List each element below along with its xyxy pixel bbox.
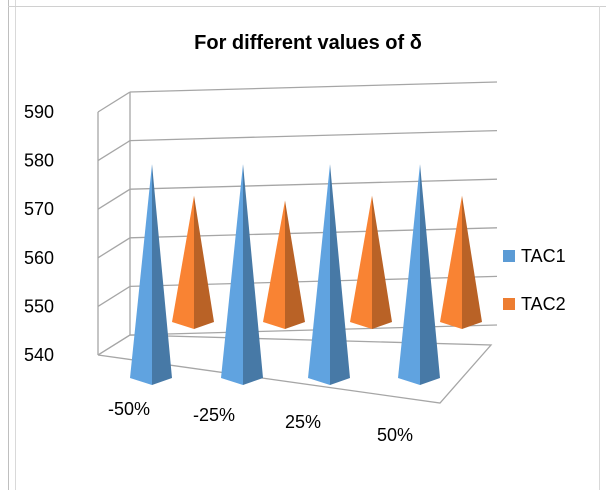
gridline xyxy=(129,129,498,142)
pyramid-tac2-face-left xyxy=(350,195,372,329)
legend-item-tac1: TAC1 xyxy=(503,245,566,267)
pyramid-tac1-face-left xyxy=(308,164,330,385)
gridline xyxy=(129,227,498,239)
x-tick-label: -25% xyxy=(193,405,235,425)
legend-swatch-tac2 xyxy=(503,298,515,310)
pyramid-tac1-face-right xyxy=(152,164,172,385)
pyramid-tac2-face-right xyxy=(285,200,305,329)
chart-title: For different values of δ xyxy=(194,32,422,54)
y-tick-label: 590 xyxy=(24,102,54,122)
y-tick-label: 550 xyxy=(24,296,54,316)
pyramid-tac2-face-left xyxy=(172,195,194,329)
gridline-side xyxy=(97,188,131,210)
legend-swatch-tac1 xyxy=(503,250,515,262)
y-tick-label: 540 xyxy=(24,345,54,365)
pyramid-tac1-face-left xyxy=(398,164,420,385)
left-border xyxy=(8,0,9,490)
x-tick-label: 50% xyxy=(377,425,413,445)
gridline-side xyxy=(97,140,131,162)
x-tick-label: -50% xyxy=(108,399,150,419)
legend-label-tac2: TAC2 xyxy=(521,293,566,314)
pyramid-tac2-face-right xyxy=(462,195,482,329)
x-tick-labels: -50% -25% 25% 50% xyxy=(108,399,413,445)
y-tick-label: 570 xyxy=(24,199,54,219)
gridline xyxy=(129,81,498,93)
pyramid-tac1-face-right xyxy=(330,164,350,385)
pyramid-tac2-face-right xyxy=(194,195,214,329)
floor-outline xyxy=(97,334,493,404)
y-tick-label: 560 xyxy=(24,248,54,268)
pyramid-tac1-face-left xyxy=(221,164,243,385)
legend-item-tac2: TAC2 xyxy=(503,293,566,315)
pyramid-tac2-face-right xyxy=(372,195,392,329)
top-border xyxy=(8,6,606,7)
pyramid-tac1-face-left xyxy=(130,164,152,385)
pyramid-tac1 xyxy=(308,164,350,385)
left-inner-border xyxy=(15,0,16,490)
pyramid-tac2-face-left xyxy=(440,195,462,329)
pyramid-tac2 xyxy=(172,195,214,329)
pyramid-tac2 xyxy=(263,200,305,329)
pyramid-tac1 xyxy=(221,164,263,385)
gridline-side xyxy=(97,285,131,307)
y-tick-label: 580 xyxy=(24,151,54,171)
pyramid-tac2-face-left xyxy=(263,200,285,329)
right-border xyxy=(599,6,600,490)
pyramid-tac1-face-right xyxy=(243,164,263,385)
pyramid-tac1-face-right xyxy=(420,164,440,385)
pyramid-tac1 xyxy=(398,164,440,385)
pyramid-tac2 xyxy=(440,195,482,329)
x-tick-label: 25% xyxy=(285,412,321,432)
pyramid-tac2 xyxy=(350,195,392,329)
gridline xyxy=(129,178,498,190)
pyramid-tac1 xyxy=(130,164,172,385)
bars-layer xyxy=(130,164,482,385)
y-tick-labels: 540 550 560 570 580 590 xyxy=(24,102,54,365)
gridline-side xyxy=(97,237,131,259)
legend-label-tac1: TAC1 xyxy=(521,245,566,266)
gridline-side xyxy=(97,91,131,113)
